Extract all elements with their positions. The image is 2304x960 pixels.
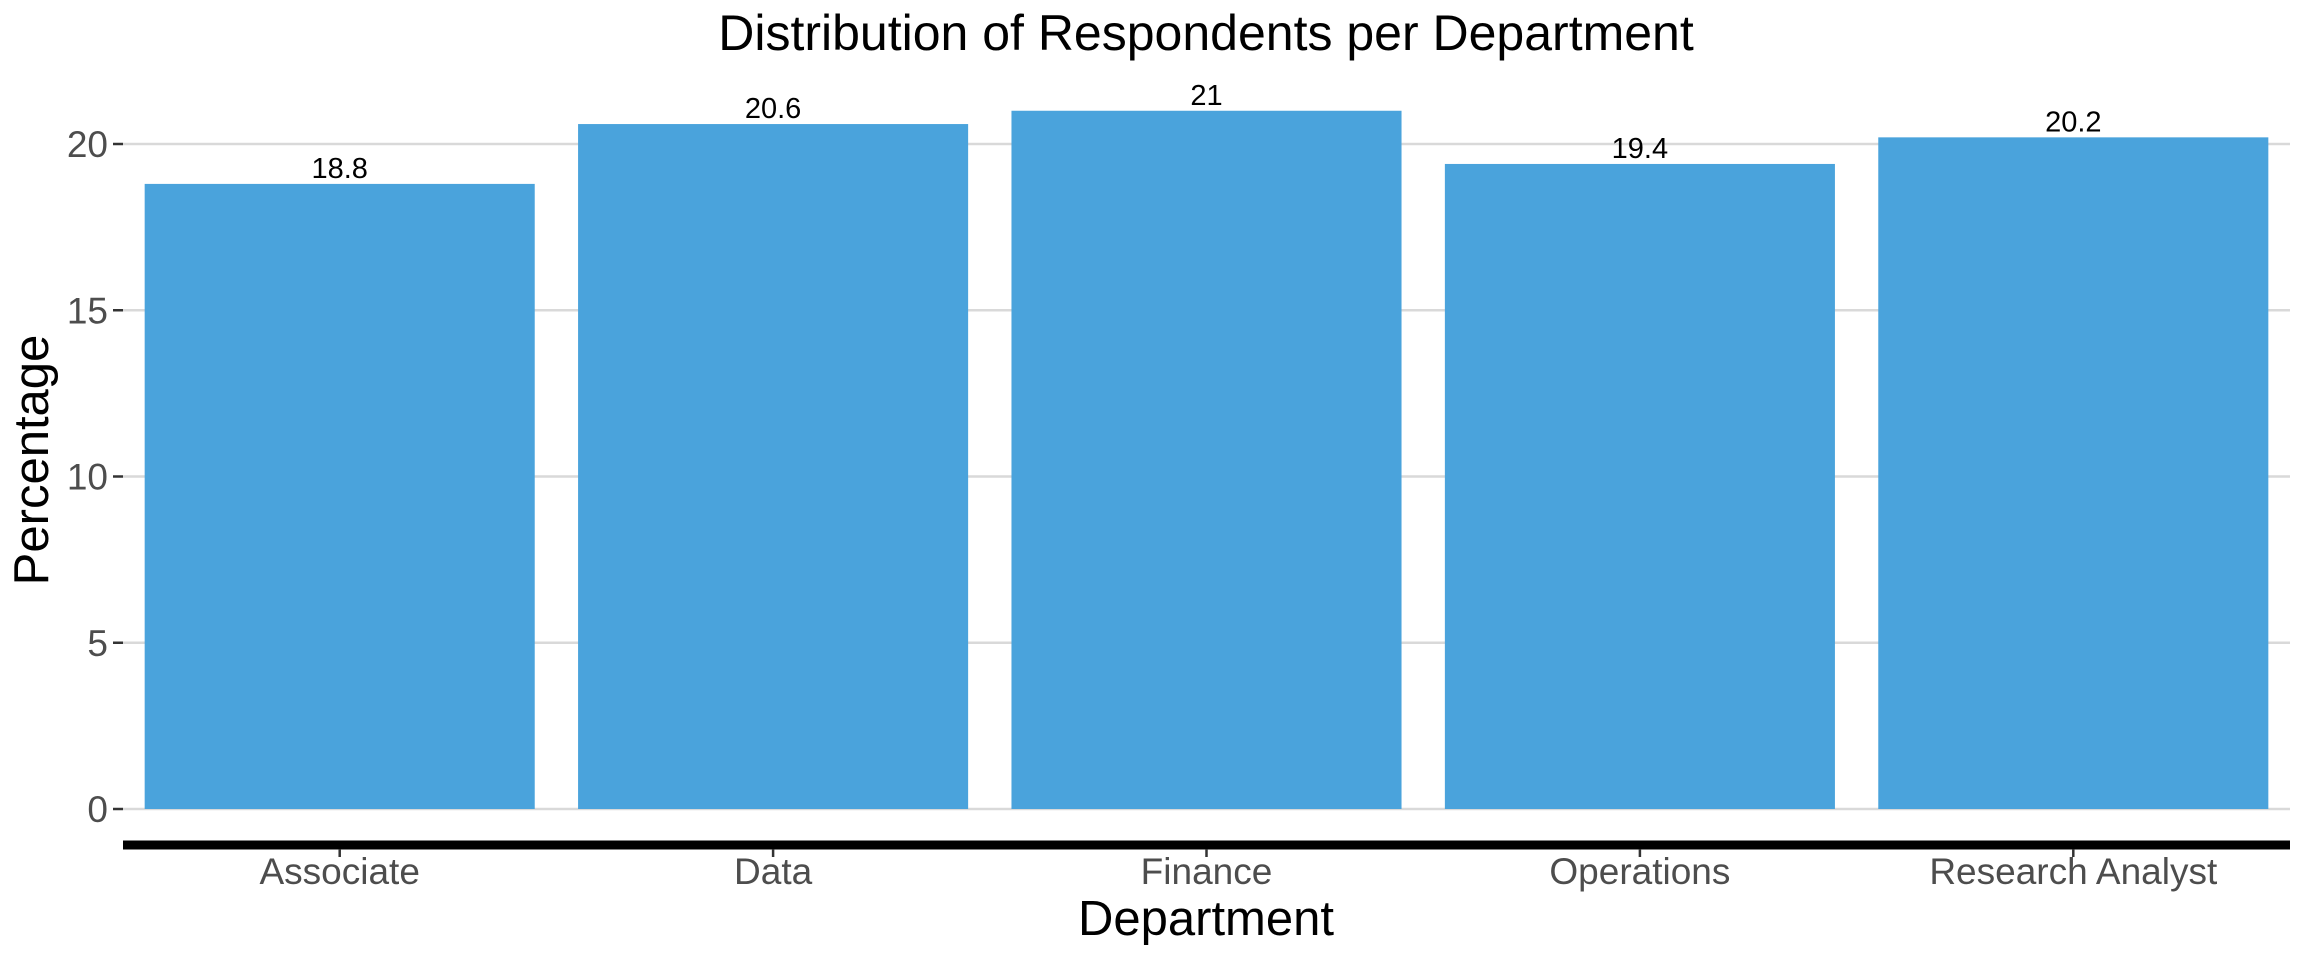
- y-tick-label: 20: [67, 124, 108, 165]
- y-tick-label: 15: [67, 290, 108, 331]
- x-tick-label: Finance: [1141, 851, 1273, 892]
- bar-research-analyst: [1878, 137, 2269, 810]
- x-tick-label: Data: [734, 851, 813, 892]
- x-axis-title: Department: [1078, 892, 1334, 946]
- chart-title: Distribution of Respondents per Departme…: [718, 5, 1694, 61]
- x-tick-label: Associate: [259, 851, 419, 892]
- y-axis: 0 5 10 15 20: [67, 124, 123, 830]
- x-tick-label: Research Analyst: [1929, 851, 2218, 892]
- y-tick-label: 0: [87, 789, 108, 830]
- y-tick-label: 5: [87, 623, 108, 664]
- data-label: 20.6: [745, 93, 801, 125]
- data-label: 20.2: [2045, 106, 2101, 138]
- bars: [144, 110, 2269, 810]
- bar-finance: [1011, 110, 1402, 809]
- y-tick-label: 10: [67, 457, 108, 498]
- data-label: 19.4: [1612, 133, 1668, 165]
- x-tick-label: Operations: [1549, 851, 1730, 892]
- bar-associate: [144, 183, 535, 809]
- data-label: 21: [1190, 80, 1222, 112]
- bar-data: [578, 124, 969, 810]
- x-axis: Associate Data Finance Operations Research A…: [259, 849, 2218, 892]
- bar-operations: [1444, 163, 1835, 809]
- data-label: 18.8: [311, 153, 367, 185]
- data-labels: 18.8 20.6 21 19.4 20.2: [311, 80, 2101, 185]
- y-axis-title: Percentage: [5, 335, 59, 586]
